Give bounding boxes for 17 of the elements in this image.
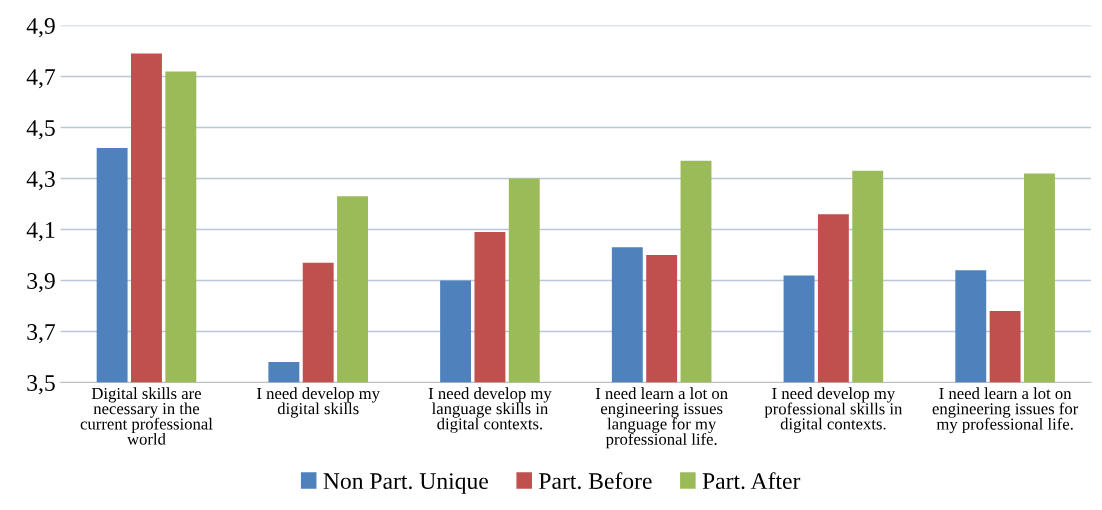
legend-label: Part. After — [702, 472, 801, 490]
y-tick-label: 4,5 — [26, 120, 55, 140]
x-tick-label: I need learn a lot on engineering issues language for my professional life. — [595, 387, 728, 449]
x-tick-label: Digital skills are necessary in the current professional world — [80, 387, 213, 445]
x-tick-label: I need develop my digital skills — [257, 387, 380, 418]
y-tick-label: 4,7 — [26, 69, 56, 89]
x-tick-label: I need learn a lot on engineering issues for my professional life. — [932, 387, 1079, 434]
legend-label: Non Part. Unique — [323, 473, 488, 494]
y-tick-label: 4,3 — [26, 171, 55, 191]
y-tick-label: 4,9 — [26, 18, 55, 38]
legend-label: Part. Before — [539, 472, 652, 490]
x-tick-label: I need develop my professional skills in digital contexts. — [764, 387, 903, 433]
y-tick-label: 4,1 — [26, 222, 55, 242]
y-tick-label: 3,9 — [27, 273, 55, 293]
y-tick-label: 3,5 — [27, 375, 55, 395]
x-tick-label: I need develop my language skills in digital contexts. — [428, 387, 552, 433]
y-tick-label: 3,7 — [27, 324, 56, 344]
